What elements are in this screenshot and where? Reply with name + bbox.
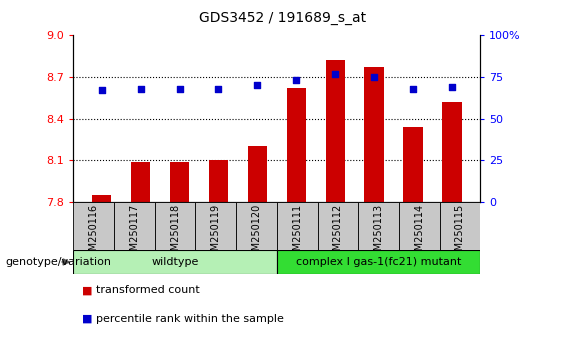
Bar bbox=[114, 202, 155, 250]
Bar bbox=[195, 202, 236, 250]
Text: GSM250117: GSM250117 bbox=[129, 204, 140, 263]
Text: ■: ■ bbox=[82, 285, 93, 295]
Point bbox=[331, 71, 340, 76]
Bar bbox=[277, 250, 480, 274]
Bar bbox=[358, 202, 399, 250]
Bar bbox=[92, 195, 111, 202]
Bar bbox=[399, 202, 440, 250]
Bar bbox=[73, 202, 114, 250]
Bar bbox=[325, 60, 345, 202]
Text: wildtype: wildtype bbox=[151, 257, 199, 267]
Point bbox=[292, 78, 301, 83]
Point bbox=[136, 86, 145, 91]
Bar bbox=[403, 127, 423, 202]
Text: genotype/variation: genotype/variation bbox=[6, 257, 112, 267]
Text: GSM250113: GSM250113 bbox=[373, 204, 384, 263]
Text: GSM250111: GSM250111 bbox=[292, 204, 302, 263]
Text: GDS3452 / 191689_s_at: GDS3452 / 191689_s_at bbox=[199, 11, 366, 25]
Text: GSM250112: GSM250112 bbox=[333, 204, 343, 263]
Text: ■: ■ bbox=[82, 314, 93, 324]
Bar bbox=[236, 202, 277, 250]
Point bbox=[214, 86, 223, 91]
Text: complex I gas-1(fc21) mutant: complex I gas-1(fc21) mutant bbox=[296, 257, 461, 267]
Bar bbox=[364, 67, 384, 202]
Bar bbox=[442, 102, 462, 202]
Text: GSM250119: GSM250119 bbox=[211, 204, 221, 263]
Bar bbox=[286, 88, 306, 202]
Bar bbox=[170, 161, 189, 202]
Text: GSM250118: GSM250118 bbox=[170, 204, 180, 263]
Text: GSM250115: GSM250115 bbox=[455, 204, 465, 263]
Point bbox=[175, 86, 184, 91]
Bar bbox=[131, 161, 150, 202]
Bar bbox=[318, 202, 358, 250]
Point bbox=[97, 87, 106, 93]
Bar bbox=[155, 202, 195, 250]
Bar bbox=[247, 146, 267, 202]
Point bbox=[370, 74, 379, 80]
Point bbox=[253, 82, 262, 88]
Text: GSM250114: GSM250114 bbox=[414, 204, 424, 263]
Bar bbox=[73, 250, 277, 274]
Text: percentile rank within the sample: percentile rank within the sample bbox=[96, 314, 284, 324]
Bar bbox=[208, 160, 228, 202]
Bar bbox=[440, 202, 480, 250]
Point bbox=[408, 86, 418, 91]
Text: transformed count: transformed count bbox=[96, 285, 200, 295]
Text: GSM250120: GSM250120 bbox=[251, 204, 262, 263]
Bar bbox=[277, 202, 318, 250]
Text: GSM250116: GSM250116 bbox=[89, 204, 99, 263]
Point bbox=[447, 84, 457, 90]
